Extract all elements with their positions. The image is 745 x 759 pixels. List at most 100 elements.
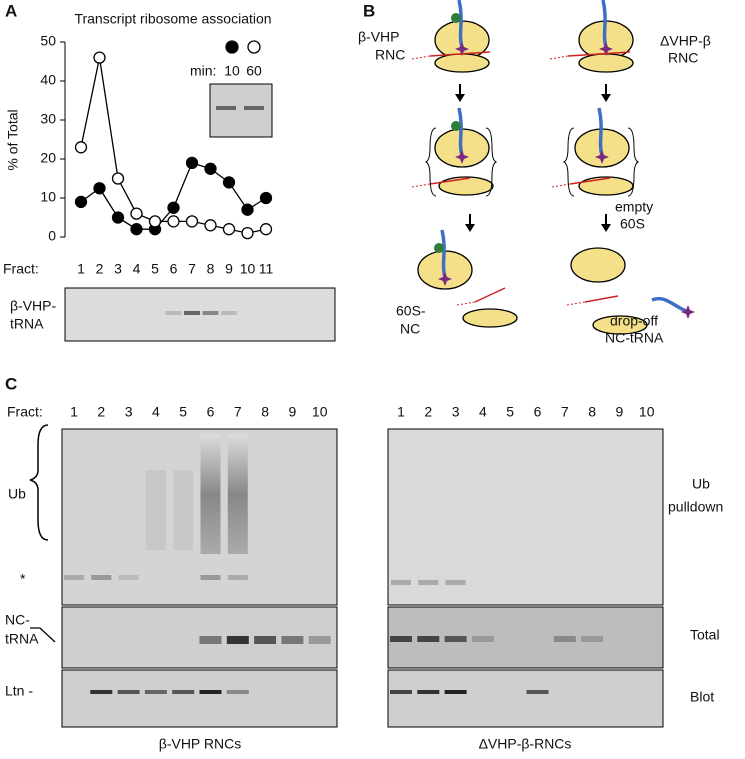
label: drop-off: [610, 313, 658, 329]
gel-label: β-VHP-: [10, 298, 57, 314]
y-tick-label: 10: [40, 189, 56, 205]
label: Ub: [8, 486, 26, 502]
gel-band: [417, 636, 440, 642]
mrna-dotted: [411, 55, 431, 60]
y-tick-label: 50: [40, 33, 56, 49]
gel-band: [117, 690, 140, 694]
fraction-number: 3: [452, 404, 460, 420]
fraction-number: 5: [179, 404, 187, 420]
gel-band: [199, 636, 222, 644]
data-point: [93, 182, 106, 195]
label: NC-: [5, 612, 30, 628]
arrowhead: [455, 94, 465, 102]
fraction-number: 7: [561, 404, 569, 420]
mrna-dotted: [566, 301, 586, 306]
label: β-VHP: [358, 29, 400, 45]
chart-title: Transcript ribosome association: [74, 11, 271, 27]
data-point: [185, 156, 199, 170]
data-point: [222, 223, 236, 236]
pointer: [30, 627, 56, 643]
gel-band: [254, 636, 277, 644]
gel-band: [417, 690, 440, 694]
gel-band: [445, 580, 466, 585]
gel-band: [184, 311, 200, 315]
small-subunit: [578, 176, 634, 196]
mrna: [474, 287, 506, 303]
legend-marker: [225, 40, 239, 54]
mrna: [429, 51, 491, 57]
vhp-domain: [451, 13, 461, 23]
fraction-number: 8: [588, 404, 596, 420]
gel-band: [90, 690, 113, 694]
data-point: [148, 215, 162, 228]
y-axis-label: % of Total: [5, 109, 21, 170]
fraction-number: 6: [207, 404, 215, 420]
legend-marker: [247, 40, 261, 54]
data-point: [222, 176, 236, 189]
fraction-number: 2: [97, 404, 105, 420]
trna-star: [455, 150, 469, 164]
inset-gel: [209, 83, 273, 138]
caption: β-VHP RNCs: [159, 736, 241, 752]
legend-label: 60: [246, 63, 262, 79]
label: Ub: [692, 476, 710, 492]
label: NC: [400, 321, 420, 337]
gel-band: [444, 636, 467, 642]
data-point: [241, 203, 254, 216]
trna-star: [599, 42, 613, 56]
label: pulldown: [668, 499, 723, 515]
caption: ΔVHP-β-RNCs: [479, 736, 572, 752]
data-point: [111, 172, 125, 185]
gel-band: [64, 575, 84, 580]
fraction-number: 1: [397, 404, 405, 420]
gel: [387, 428, 664, 606]
ub-smear: [200, 434, 221, 554]
fraction-number: 4: [152, 404, 160, 420]
nascent-chain: [440, 229, 447, 279]
panel-label: A: [5, 1, 17, 20]
nascent-chain: [457, 0, 464, 49]
data-point: [241, 226, 254, 240]
y-tick-label: 30: [40, 111, 56, 127]
small-subunit: [434, 53, 490, 73]
label: *: [20, 571, 26, 587]
x-tick-label: 1: [77, 261, 85, 277]
gel-band: [526, 690, 549, 694]
data-point: [259, 223, 273, 236]
gel-band: [308, 636, 331, 644]
fraction-number: 5: [506, 404, 514, 420]
nascent-chain: [601, 0, 608, 49]
gel-band: [281, 636, 304, 644]
gel-band: [172, 690, 195, 694]
label: Ltn -: [5, 683, 33, 699]
fraction-number: 9: [289, 404, 297, 420]
mrna: [567, 51, 631, 57]
legend-title: min:: [190, 63, 216, 79]
data-point: [74, 195, 88, 209]
fraction-number: 10: [639, 404, 655, 420]
arrowhead: [465, 224, 475, 232]
gel-band: [144, 690, 167, 694]
label: ΔVHP-β: [660, 33, 711, 49]
mrna: [569, 177, 611, 185]
label: tRNA: [5, 631, 39, 647]
fraction-number: 4: [479, 404, 487, 420]
data-point: [93, 51, 106, 64]
data-point: [204, 219, 217, 232]
trna-star: [455, 42, 469, 56]
x-tick-label: 4: [133, 261, 141, 277]
label: 60S-: [396, 303, 426, 319]
brace: [562, 127, 575, 197]
fraction-number: 6: [534, 404, 542, 420]
nascent-chain: [597, 107, 604, 157]
y-tick-label: 40: [40, 72, 56, 88]
gel-band: [200, 575, 221, 580]
trna-star: [595, 150, 609, 164]
trna-star: [438, 272, 452, 286]
gel-label: tRNA: [10, 316, 44, 332]
fraction-number: 3: [125, 404, 133, 420]
trna-star: [681, 305, 695, 319]
x-tick-label: 8: [207, 261, 215, 277]
data-point: [130, 207, 143, 220]
